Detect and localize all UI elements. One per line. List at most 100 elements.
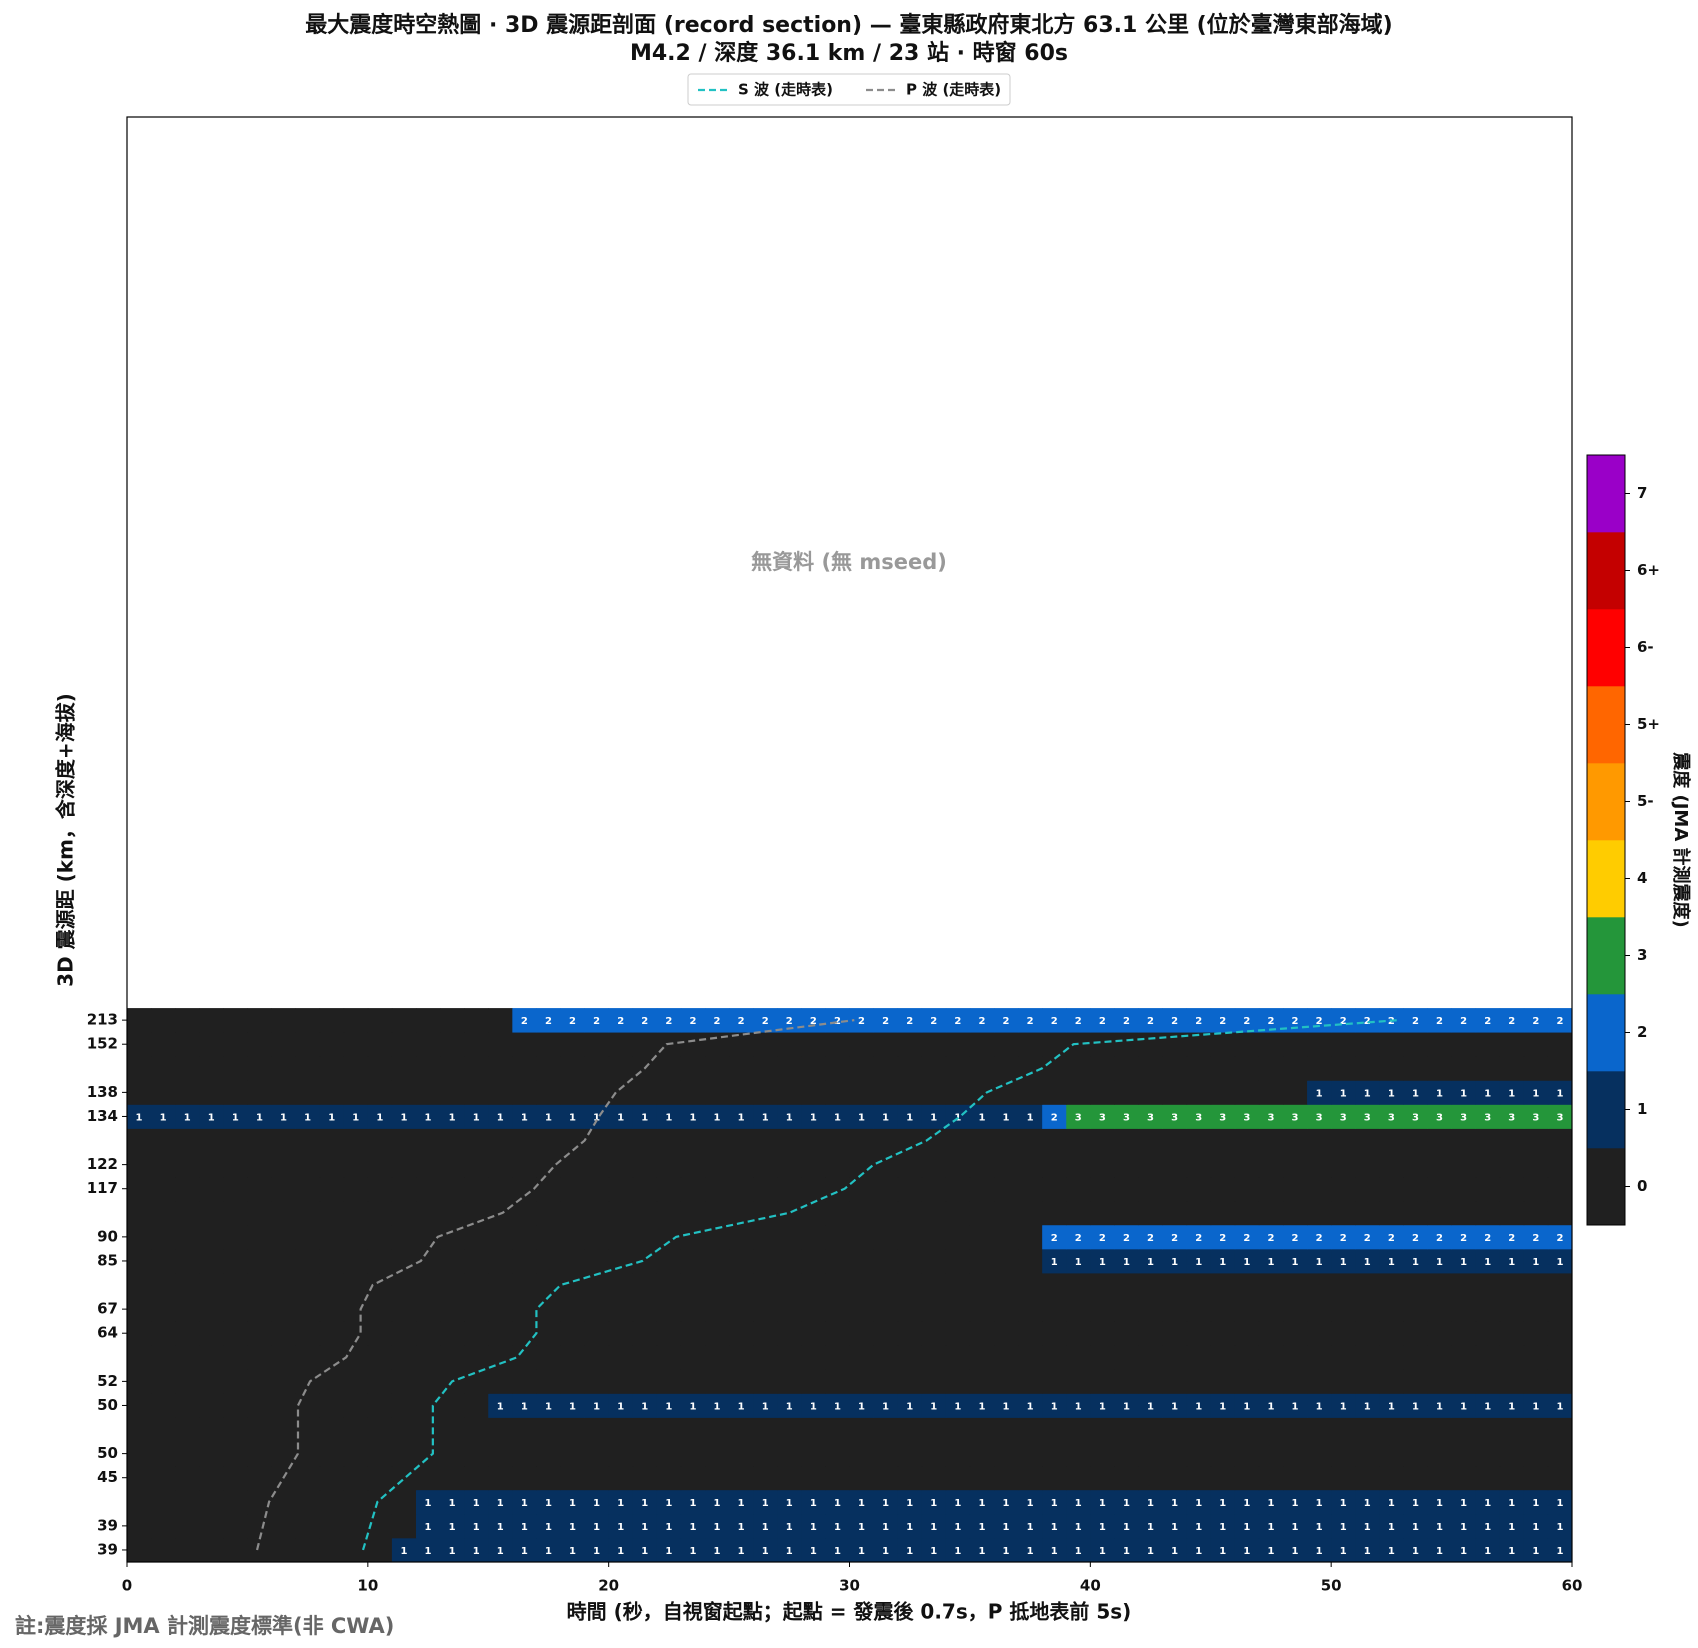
heatmap-cell (319, 1176, 345, 1202)
heatmap-cell (391, 1128, 417, 1153)
heatmap-cell (223, 1008, 248, 1033)
heatmap-cell (127, 1489, 152, 1515)
heatmap-cell (536, 1465, 561, 1491)
heatmap-cell (801, 1248, 826, 1274)
cell-label: 1 (978, 1522, 985, 1533)
heatmap-cell (1451, 1393, 1477, 1418)
heatmap-cell (199, 1417, 224, 1442)
heatmap-cell (488, 1008, 513, 1033)
x-tick-label: 40 (1080, 1577, 1101, 1595)
heatmap-cell (1066, 1080, 1091, 1105)
heatmap-cell (512, 1297, 537, 1322)
heatmap-cell (1355, 1369, 1380, 1394)
heatmap-cell (199, 1200, 224, 1226)
heatmap-cell (1427, 1441, 1452, 1467)
heatmap-cell (1138, 1441, 1163, 1467)
heatmap-cell (223, 1489, 248, 1515)
heatmap-cell (440, 1537, 465, 1563)
heatmap-cell (488, 1224, 513, 1250)
heatmap-cell (1186, 1032, 1212, 1057)
heatmap-cell (1475, 1200, 1501, 1226)
heatmap-cell (1234, 1176, 1260, 1202)
heatmap-cell (1523, 1128, 1549, 1153)
heatmap-cell (1018, 1369, 1043, 1394)
heatmap-cell (1379, 1489, 1404, 1515)
heatmap-cell (849, 1441, 874, 1467)
heatmap-cell (367, 1513, 393, 1539)
heatmap-cell (1331, 1345, 1356, 1370)
heatmap-cell (705, 1128, 730, 1153)
heatmap-cell (199, 1513, 224, 1539)
cell-label: 1 (545, 1522, 552, 1533)
cell-label: 1 (1051, 1401, 1058, 1412)
heatmap-cell (416, 1056, 441, 1081)
heatmap-cell (1523, 1224, 1549, 1250)
heatmap-cell (295, 1056, 321, 1081)
heatmap-cell (271, 1537, 296, 1563)
heatmap-cell (1018, 1008, 1043, 1033)
heatmap-cell (584, 1513, 610, 1539)
travel-time-line (255, 1019, 855, 1551)
heatmap-cell (127, 1008, 152, 1033)
heatmap-cell (1379, 1056, 1404, 1081)
colorbar-tick-label: 7 (1637, 484, 1647, 502)
cell-label: 2 (1436, 1016, 1443, 1027)
heatmap-cell (1523, 1321, 1549, 1346)
cell-label: 1 (593, 1401, 600, 1412)
heatmap-cell (777, 1321, 802, 1346)
heatmap-cell (536, 1224, 561, 1250)
cell-label: 1 (1075, 1546, 1082, 1557)
heatmap-cell (1138, 1369, 1163, 1394)
heatmap-cell (705, 1393, 730, 1418)
heatmap-cell (801, 1080, 826, 1105)
heatmap-cell (367, 1032, 393, 1057)
heatmap-cell (1283, 1104, 1308, 1129)
heatmap-cell (1475, 1441, 1501, 1467)
heatmap-cell (1427, 1248, 1452, 1274)
colorbar-tick-label: 1 (1637, 1100, 1647, 1118)
travel-time-line (361, 1019, 1399, 1551)
heatmap-cell (825, 1393, 850, 1418)
cell-label: 1 (665, 1546, 672, 1557)
cell-label: 1 (954, 1498, 961, 1509)
heatmap-cell (680, 1200, 706, 1226)
heatmap-cell (1138, 1080, 1163, 1105)
heatmap-cell (1427, 1104, 1452, 1129)
heatmap-cell (391, 1104, 417, 1129)
heatmap-cell (1234, 1273, 1260, 1298)
heatmap-cell (319, 1224, 345, 1250)
cell-label: 1 (1027, 1498, 1034, 1509)
heatmap-cell (1451, 1104, 1477, 1129)
heatmap-cell (1331, 1489, 1356, 1515)
heatmap-cell (199, 1369, 224, 1394)
heatmap-cell (416, 1441, 441, 1467)
cell-label: 2 (810, 1016, 817, 1027)
cell-label: 2 (1556, 1016, 1563, 1027)
heatmap-cell (1403, 1008, 1428, 1033)
cell-label: 2 (1195, 1016, 1202, 1027)
heatmap-cell (512, 1200, 537, 1226)
heatmap-cell (1547, 1465, 1573, 1491)
heatmap-cell (1090, 1321, 1115, 1346)
heatmap-cell (1283, 1080, 1308, 1105)
heatmap-cell (536, 1417, 561, 1442)
heatmap-cell (1475, 1297, 1501, 1322)
heatmap-cell (464, 1008, 489, 1033)
heatmap-cell (464, 1273, 489, 1298)
cell-label: 3 (1556, 1112, 1563, 1123)
heatmap-cell (1355, 1008, 1380, 1033)
heatmap-cell (608, 1369, 634, 1394)
heatmap-cell (1090, 1008, 1115, 1033)
heatmap-cell (680, 1417, 706, 1442)
heatmap-cell (777, 1417, 802, 1442)
heatmap-cell (1475, 1393, 1501, 1418)
heatmap-cell (873, 1321, 899, 1346)
heatmap-cell (175, 1104, 200, 1129)
heatmap-cell (343, 1032, 369, 1057)
heatmap-cell (825, 1417, 850, 1442)
cell-label: 1 (1508, 1546, 1515, 1557)
heatmap-cell (873, 1032, 899, 1057)
heatmap-cell (343, 1128, 369, 1153)
heatmap-cell (1090, 1056, 1115, 1081)
heatmap-cell (945, 1441, 971, 1467)
